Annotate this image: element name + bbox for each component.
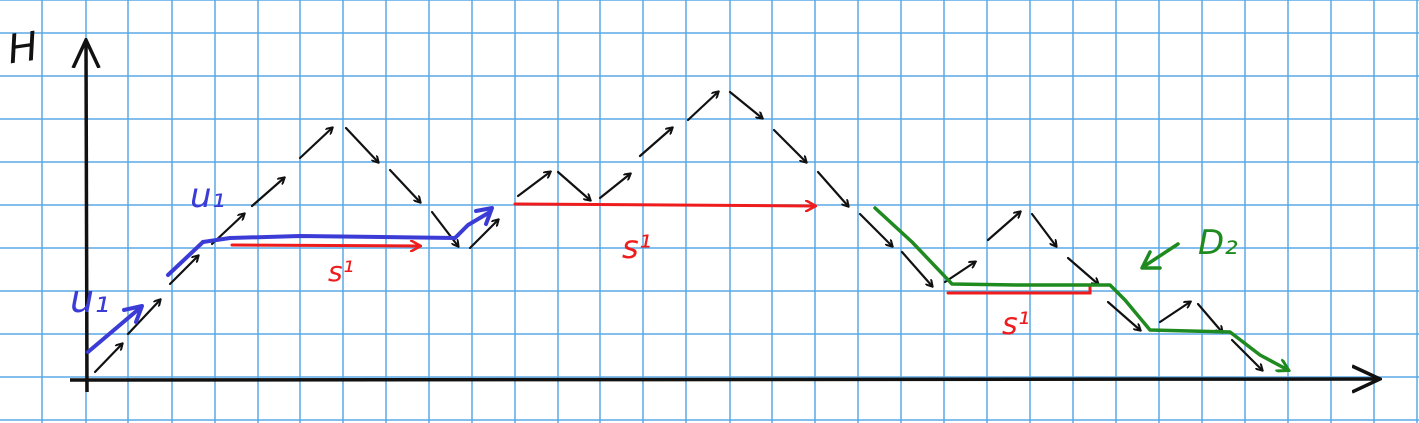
blue-initial-arrowhead xyxy=(122,304,144,324)
step-arrows xyxy=(93,90,1262,374)
green-path xyxy=(873,206,1288,370)
step-arrow xyxy=(728,90,762,118)
blue-path xyxy=(86,206,494,354)
step-arrow xyxy=(986,212,1020,242)
step-arrow xyxy=(168,256,198,286)
x-axis xyxy=(69,379,1378,380)
step-arrow xyxy=(1196,302,1222,332)
labels: u₁ u₁ s¹ s¹ s¹ D₂ xyxy=(70,176,1238,342)
step-arrow xyxy=(772,128,806,162)
red-label-2: s¹ xyxy=(622,228,652,266)
green-pointer-arrow xyxy=(1144,242,1180,267)
axes: H xyxy=(5,24,1378,392)
step-arrow xyxy=(556,170,590,200)
step-arrow xyxy=(1066,256,1098,284)
step-arrow xyxy=(430,210,458,246)
step-arrow xyxy=(1106,300,1140,330)
step-arrow xyxy=(598,174,630,200)
step-arrow xyxy=(900,250,932,286)
step-arrow xyxy=(250,178,284,208)
step-arrow xyxy=(468,220,498,250)
blue-plateau-stroke xyxy=(201,210,492,244)
step-arrow xyxy=(1230,338,1262,370)
blue-end-arrowhead xyxy=(474,206,494,226)
red-arrow-2 xyxy=(513,204,815,206)
step-arrow xyxy=(298,128,332,160)
red-paths xyxy=(230,204,1092,295)
y-axis xyxy=(86,42,87,393)
blue-label-lower: u₁ xyxy=(70,277,109,321)
green-label: D₂ xyxy=(1198,223,1238,263)
step-arrow xyxy=(93,344,122,374)
step-arrow xyxy=(638,128,672,158)
step-arrow xyxy=(344,126,378,162)
green-pointer-arrowhead xyxy=(1140,250,1162,270)
step-arrow xyxy=(126,300,160,336)
red-label-3: s¹ xyxy=(1002,307,1030,342)
step-arrow xyxy=(858,212,892,246)
blue-rise-stroke xyxy=(166,240,205,277)
red-label-1: s¹ xyxy=(328,255,354,288)
step-arrow xyxy=(816,170,848,206)
blue-label-upper: u₁ xyxy=(190,176,225,216)
step-arrow xyxy=(1030,212,1056,246)
step-arrow xyxy=(516,172,550,198)
red-arrow-1 xyxy=(230,245,420,246)
y-axis-label: H xyxy=(5,24,41,74)
red-bar-3 xyxy=(946,284,1092,295)
step-arrow xyxy=(943,262,975,284)
step-arrow xyxy=(686,92,718,122)
green-trajectory xyxy=(873,206,1288,370)
step-arrow xyxy=(388,168,420,202)
blue-initial-stroke xyxy=(86,306,142,354)
step-arrow xyxy=(1158,302,1190,324)
